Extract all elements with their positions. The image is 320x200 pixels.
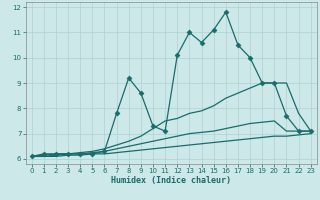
- X-axis label: Humidex (Indice chaleur): Humidex (Indice chaleur): [111, 176, 231, 185]
